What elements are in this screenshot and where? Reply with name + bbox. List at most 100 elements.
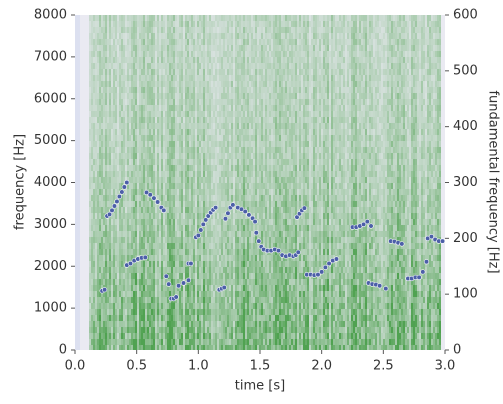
spectrogram-cell	[133, 207, 135, 213]
spectrogram-cell	[225, 195, 227, 201]
spectrogram-cell	[129, 189, 131, 195]
spectrogram-cell	[249, 63, 251, 69]
spectrogram-cell	[157, 183, 159, 189]
spectrogram-cell	[183, 117, 185, 123]
spectrogram-cell	[255, 309, 257, 315]
spectrogram-cell	[145, 93, 147, 99]
spectrogram-cell	[127, 57, 129, 63]
spectrogram-cell	[103, 93, 105, 99]
spectrogram-cell	[99, 201, 101, 207]
spectrogram-cell	[113, 153, 115, 159]
spectrogram-cell	[185, 165, 187, 171]
spectrogram-cell	[187, 93, 189, 99]
spectrogram-cell	[139, 111, 141, 117]
spectrogram-cell	[213, 75, 215, 81]
spectrogram-cell	[243, 303, 245, 309]
spectrogram-cell	[111, 117, 113, 123]
spectrogram-cell	[93, 333, 95, 339]
spectrogram-cell	[205, 333, 207, 339]
spectrogram-cell	[117, 135, 119, 141]
spectrogram-cell	[107, 123, 109, 129]
spectrogram-cell	[155, 27, 157, 33]
spectrogram-cell	[219, 243, 221, 249]
spectrogram-cell	[101, 165, 103, 171]
spectrogram-cell	[111, 291, 113, 297]
spectrogram-cell	[139, 75, 141, 81]
spectrogram-cell	[243, 225, 245, 231]
spectrogram-cell	[187, 207, 189, 213]
spectrogram-cell	[221, 225, 223, 231]
spectrogram-cell	[105, 309, 107, 315]
spectrogram-cell	[193, 333, 195, 339]
spectrogram-cell	[197, 147, 199, 153]
spectrogram-cell	[179, 249, 181, 255]
spectrogram-cell	[229, 249, 231, 255]
spectrogram-cell	[91, 27, 93, 33]
spectrogram-cell	[255, 315, 257, 321]
spectrogram-cell	[113, 297, 115, 303]
spectrogram-cell	[263, 297, 265, 303]
spectrogram-cell	[161, 57, 163, 63]
spectrogram-cell	[155, 315, 157, 321]
spectrogram-cell	[261, 315, 263, 321]
spectrogram-cell	[151, 171, 153, 177]
spectrogram-cell	[99, 45, 101, 51]
spectrogram-cell	[203, 291, 205, 297]
spectrogram-cell	[117, 117, 119, 123]
spectrogram-cell	[209, 105, 211, 111]
spectrogram-cell	[225, 321, 227, 327]
spectrogram-cell	[189, 231, 191, 237]
spectrogram-cell	[115, 87, 117, 93]
spectrogram-cell	[227, 183, 229, 189]
spectrogram-cell	[227, 315, 229, 321]
spectrogram-cell	[199, 189, 201, 195]
spectrogram-cell	[205, 81, 207, 87]
spectrogram-cell	[227, 279, 229, 285]
spectrogram-cell	[191, 207, 193, 213]
spectrogram-cell	[207, 327, 209, 333]
spectrogram-cell	[115, 63, 117, 69]
spectrogram-cell	[161, 183, 163, 189]
spectrogram-cell	[127, 63, 129, 69]
spectrogram-cell	[229, 153, 231, 159]
spectrogram-cell	[117, 345, 119, 351]
spectrogram-cell	[247, 237, 249, 243]
spectrogram-cell	[161, 123, 163, 129]
spectrogram-cell	[225, 147, 227, 153]
spectrogram-cell	[159, 27, 161, 33]
spectrogram-cell	[259, 51, 261, 57]
spectrogram-cell	[263, 183, 265, 189]
spectrogram-cell	[165, 327, 167, 333]
spectrogram-cell	[245, 291, 247, 297]
spectrogram-cell	[217, 243, 219, 249]
spectrogram-cell	[101, 111, 103, 117]
spectrogram-cell	[251, 111, 253, 117]
spectrogram-cell	[237, 129, 239, 135]
spectrogram-cell	[219, 117, 221, 123]
spectrogram-cell	[261, 63, 263, 69]
spectrogram-cell	[103, 69, 105, 75]
spectrogram-cell	[157, 207, 159, 213]
spectrogram-cell	[235, 273, 237, 279]
spectrogram-cell	[237, 57, 239, 63]
spectrogram-cell	[163, 231, 165, 237]
spectrogram-cell	[231, 81, 233, 87]
spectrogram-cell	[177, 93, 179, 99]
spectrogram-cell	[103, 297, 105, 303]
spectrogram-cell	[133, 279, 135, 285]
spectrogram-cell	[103, 189, 105, 195]
spectrogram-cell	[165, 339, 167, 345]
spectrogram-cell	[247, 255, 249, 261]
spectrogram-cell	[251, 255, 253, 261]
spectrogram-cell	[223, 249, 225, 255]
spectrogram-cell	[253, 189, 255, 195]
spectrogram-cell	[223, 57, 225, 63]
spectrogram-cell	[165, 99, 167, 105]
spectrogram-cell	[107, 255, 109, 261]
spectrogram-cell	[261, 291, 263, 297]
spectrogram-cell	[199, 129, 201, 135]
spectrogram-cell	[245, 75, 247, 81]
spectrogram-cell	[157, 57, 159, 63]
spectrogram-cell	[89, 99, 91, 105]
spectrogram-cell	[159, 21, 161, 27]
